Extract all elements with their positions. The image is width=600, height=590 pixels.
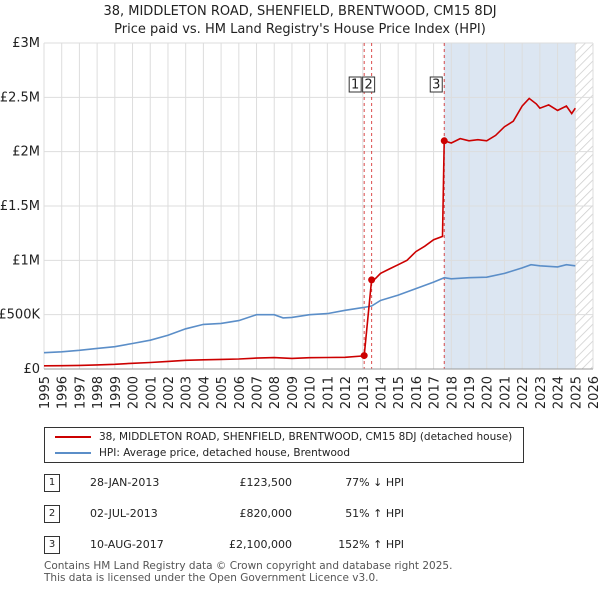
x-tick-label: 2017 — [428, 376, 443, 409]
x-tick-label: 2011 — [321, 376, 336, 409]
transaction-price: £820,000 — [239, 507, 293, 520]
legend-label-hpi: HPI: Average price, detached house, Bren… — [99, 447, 350, 459]
x-tick-label: 2025 — [569, 376, 584, 409]
x-tick-label: 2007 — [251, 376, 266, 409]
y-tick-label: £0 — [23, 362, 40, 377]
sale-label: 1 — [351, 78, 359, 93]
legend-item-hpi: HPI: Average price, detached house, Bren… — [55, 447, 350, 463]
legend-item-property: 38, MIDDLETON ROAD, SHENFIELD, BRENTWOOD… — [55, 431, 512, 447]
sale-label-box — [348, 76, 362, 93]
transaction-hpi: 51% ↑ HPI — [345, 507, 404, 520]
x-tick-label: 2016 — [410, 376, 425, 409]
transaction-date: 02-JUL-2013 — [90, 507, 158, 520]
x-tick-label: 2015 — [392, 376, 407, 409]
x-tick-label: 2026 — [587, 376, 600, 409]
footer-licence: This data is licensed under the Open Gov… — [44, 572, 379, 584]
chart-title-line1: 38, MIDDLETON ROAD, SHENFIELD, BRENTWOOD… — [103, 4, 497, 19]
transaction-hpi: 152% ↑ HPI — [338, 538, 404, 551]
transaction-number: 3 — [44, 536, 60, 554]
x-tick-label: 2005 — [215, 376, 230, 409]
legend: 38, MIDDLETON ROAD, SHENFIELD, BRENTWOOD… — [44, 427, 524, 463]
x-tick-label: 2002 — [162, 376, 177, 409]
sale-label-box — [429, 76, 443, 93]
sale-point — [368, 276, 376, 284]
x-tick-label: 2018 — [445, 376, 460, 409]
sale-point — [360, 352, 368, 360]
y-tick-label: £500K — [0, 308, 40, 323]
x-tick-label: 1996 — [56, 376, 71, 409]
x-tick-label: 2008 — [268, 376, 283, 409]
x-tick-label: 2021 — [498, 376, 513, 409]
x-tick-label: 2004 — [197, 376, 212, 409]
x-tick-label: 1995 — [38, 376, 53, 409]
x-tick-label: 2001 — [144, 376, 159, 409]
transaction-hpi: 77% ↓ HPI — [345, 476, 404, 489]
x-tick-label: 2014 — [374, 376, 389, 409]
x-tick-label: 2022 — [516, 376, 531, 409]
x-tick-label: 2010 — [304, 376, 319, 409]
y-tick-label: £1M — [12, 253, 40, 268]
x-tick-label: 2009 — [286, 376, 301, 409]
transaction-date: 10-AUG-2017 — [90, 538, 164, 551]
sale-point — [440, 137, 448, 145]
hpi-line — [43, 263, 576, 354]
transaction-number: 2 — [44, 505, 60, 523]
sale-label-box — [362, 76, 376, 93]
y-tick-label: £2.5M — [0, 90, 40, 105]
x-tick-label: 2013 — [357, 376, 372, 409]
x-tick-label: 2023 — [534, 376, 549, 409]
x-tick-label: 2019 — [463, 376, 478, 409]
x-tick-label: 2003 — [180, 376, 195, 409]
y-tick-label: £1.5M — [0, 199, 40, 214]
x-tick-label: 2024 — [552, 376, 567, 409]
transaction-number: 1 — [44, 474, 60, 492]
chart-title-line2: Price paid vs. HM Land Registry's House … — [114, 22, 486, 37]
legend-label-property: 38, MIDDLETON ROAD, SHENFIELD, BRENTWOOD… — [99, 431, 513, 443]
x-tick-label: 1999 — [109, 376, 124, 409]
sale-label: 3 — [432, 78, 440, 93]
legend-swatch-hpi — [55, 452, 91, 454]
x-tick-label: 2006 — [233, 376, 248, 409]
y-tick-label: £2M — [12, 145, 40, 160]
x-tick-label: 1997 — [73, 376, 88, 409]
x-tick-label: 2020 — [481, 376, 496, 409]
transaction-price: £123,500 — [239, 476, 293, 489]
y-tick-label: £3M — [12, 36, 40, 51]
footer-copyright: Contains HM Land Registry data © Crown c… — [44, 560, 453, 572]
transaction-date: 28-JAN-2013 — [90, 476, 160, 489]
sale-label: 2 — [364, 78, 372, 93]
x-tick-label: 2000 — [127, 376, 142, 409]
legend-swatch-property — [55, 436, 91, 438]
property-price-line — [43, 97, 576, 367]
x-tick-label: 1998 — [91, 376, 106, 409]
x-tick-label: 2012 — [339, 376, 354, 409]
transaction-price: £2,100,000 — [229, 538, 292, 551]
